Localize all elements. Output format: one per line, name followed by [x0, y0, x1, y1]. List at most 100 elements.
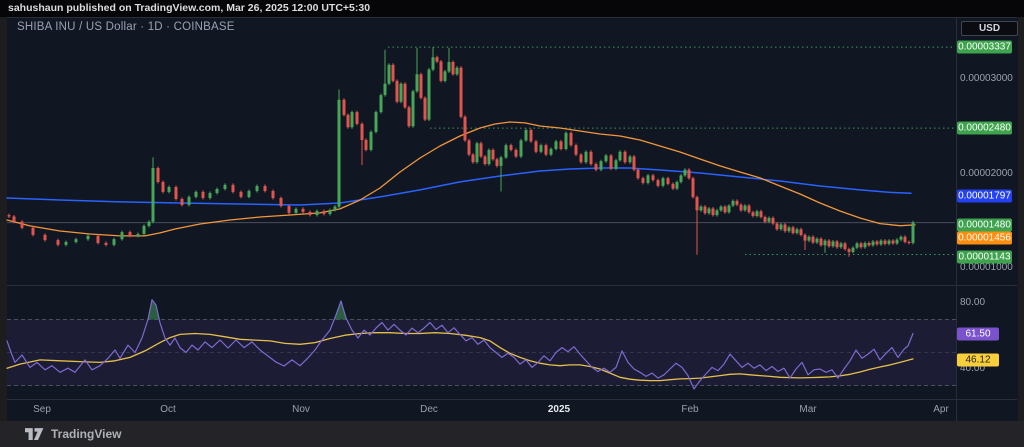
candle[interactable] — [683, 168, 687, 177]
candle[interactable] — [151, 157, 155, 224]
candle[interactable] — [823, 239, 827, 253]
candle[interactable] — [799, 227, 803, 237]
candle[interactable] — [671, 182, 675, 191]
candle[interactable] — [187, 195, 191, 207]
candle[interactable] — [574, 143, 578, 157]
candle[interactable] — [435, 55, 439, 63]
candle[interactable] — [735, 199, 739, 207]
candle[interactable] — [147, 220, 151, 228]
candle[interactable] — [695, 195, 699, 255]
candle[interactable] — [831, 240, 835, 248]
candle[interactable] — [891, 239, 895, 245]
candle[interactable] — [795, 227, 799, 235]
candle[interactable] — [903, 235, 907, 244]
candle[interactable] — [787, 225, 791, 233]
candle[interactable] — [779, 223, 783, 231]
candle[interactable] — [374, 110, 378, 134]
candle[interactable] — [471, 153, 475, 164]
candle[interactable] — [843, 241, 847, 251]
brand-text[interactable]: TradingView — [51, 427, 122, 441]
candle[interactable] — [399, 82, 403, 104]
candle[interactable] — [20, 220, 24, 230]
candle[interactable] — [395, 79, 399, 104]
candle[interactable] — [569, 131, 573, 147]
candle[interactable] — [759, 209, 763, 219]
currency-button[interactable]: USD — [961, 21, 1018, 36]
candle[interactable] — [727, 204, 731, 214]
candle[interactable] — [499, 155, 503, 192]
candle[interactable] — [208, 191, 212, 200]
candle[interactable] — [815, 237, 819, 244]
candle[interactable] — [883, 239, 887, 246]
candle[interactable] — [96, 234, 100, 245]
candle[interactable] — [895, 238, 899, 245]
candle[interactable] — [475, 141, 479, 164]
tradingview-logo-icon[interactable] — [25, 427, 44, 441]
candle[interactable] — [907, 240, 911, 245]
candle[interactable] — [835, 240, 839, 249]
candle[interactable] — [687, 168, 691, 180]
candle[interactable] — [609, 154, 613, 171]
ma-orange-line[interactable] — [6, 121, 916, 237]
candle[interactable] — [539, 143, 543, 154]
candle[interactable] — [142, 224, 146, 236]
candle[interactable] — [509, 143, 513, 152]
candle[interactable] — [337, 89, 341, 209]
candle[interactable] — [807, 235, 811, 243]
candle[interactable] — [763, 215, 767, 224]
candle[interactable] — [74, 237, 78, 244]
candle[interactable] — [369, 130, 373, 152]
ma-blue-line[interactable] — [6, 167, 912, 206]
candle[interactable] — [467, 138, 471, 157]
candle[interactable] — [112, 237, 116, 247]
candle[interactable] — [104, 241, 108, 247]
candle[interactable] — [459, 66, 463, 119]
candle[interactable] — [328, 208, 332, 216]
candle[interactable] — [863, 241, 867, 249]
candle[interactable] — [641, 176, 645, 185]
candle[interactable] — [675, 180, 679, 191]
candle[interactable] — [379, 93, 383, 114]
candle[interactable] — [279, 196, 283, 208]
candle[interactable] — [333, 205, 337, 212]
candle[interactable] — [731, 199, 735, 208]
candle[interactable] — [855, 241, 859, 250]
candle[interactable] — [161, 180, 165, 194]
candle[interactable] — [524, 128, 528, 142]
candle[interactable] — [771, 216, 775, 226]
candle[interactable] — [387, 63, 391, 86]
candle[interactable] — [747, 204, 751, 214]
candle[interactable] — [403, 82, 407, 109]
candle[interactable] — [322, 209, 326, 216]
candle[interactable] — [355, 110, 359, 126]
candle[interactable] — [43, 233, 47, 242]
candle[interactable] — [791, 225, 795, 235]
candle[interactable] — [415, 47, 419, 93]
candle[interactable] — [407, 105, 411, 128]
candle[interactable] — [427, 68, 431, 122]
candle[interactable] — [383, 49, 387, 97]
candle[interactable] — [431, 47, 435, 72]
candle[interactable] — [599, 159, 603, 172]
candle[interactable] — [879, 239, 883, 246]
candle[interactable] — [360, 122, 364, 165]
candle[interactable] — [504, 143, 508, 159]
candle[interactable] — [451, 60, 455, 76]
candle[interactable] — [656, 178, 660, 188]
candle[interactable] — [223, 183, 227, 191]
candle[interactable] — [128, 230, 132, 238]
candle[interactable] — [120, 230, 124, 241]
candle[interactable] — [174, 185, 178, 201]
candle[interactable] — [871, 240, 875, 247]
rsi-ma-line[interactable] — [6, 332, 914, 382]
candle[interactable] — [554, 139, 558, 151]
candle[interactable] — [487, 148, 491, 166]
candle[interactable] — [483, 155, 487, 166]
candle[interactable] — [839, 241, 843, 249]
candle[interactable] — [443, 69, 447, 83]
candle[interactable] — [875, 240, 879, 246]
candle[interactable] — [703, 205, 707, 215]
candle[interactable] — [479, 141, 483, 158]
candle[interactable] — [31, 226, 35, 237]
